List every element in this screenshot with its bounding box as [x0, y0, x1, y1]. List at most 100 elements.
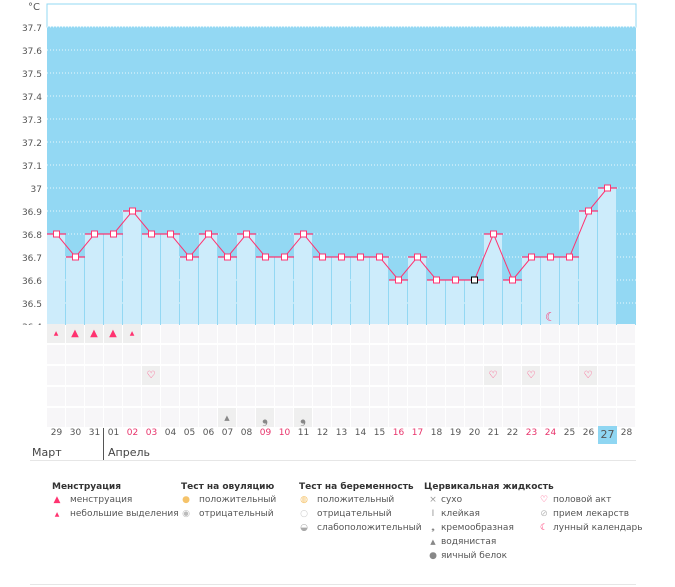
calendar-cell[interactable] [503, 387, 521, 406]
calendar-cell[interactable] [579, 408, 597, 427]
calendar-cell[interactable] [522, 408, 540, 427]
calendar-cell[interactable] [541, 345, 559, 364]
calendar-cell[interactable] [237, 345, 255, 364]
calendar-cell[interactable] [484, 345, 502, 364]
calendar-cell[interactable] [370, 345, 388, 364]
calendar-cell[interactable] [370, 387, 388, 406]
calendar-cell[interactable] [427, 366, 445, 385]
date-cell[interactable]: 19 [449, 428, 462, 438]
date-cell[interactable]: 25 [563, 428, 576, 438]
date-cell[interactable]: 07 [221, 428, 234, 438]
calendar-cell[interactable]: ▲ [85, 324, 103, 343]
date-cell[interactable]: 02 [126, 428, 139, 438]
calendar-cell[interactable] [161, 408, 179, 427]
calendar-cell[interactable] [560, 345, 578, 364]
calendar-cell[interactable] [408, 345, 426, 364]
calendar-cell[interactable] [351, 387, 369, 406]
calendar-cell[interactable] [541, 387, 559, 406]
calendar-cell[interactable] [275, 345, 293, 364]
calendar-cell[interactable] [199, 387, 217, 406]
calendar-cell[interactable] [351, 408, 369, 427]
calendar-cell[interactable] [617, 324, 635, 343]
date-cell[interactable]: 21 [487, 428, 500, 438]
calendar-cell[interactable] [256, 387, 274, 406]
calendar-cell[interactable] [503, 345, 521, 364]
calendar-cell[interactable] [370, 324, 388, 343]
calendar-cell[interactable] [541, 366, 559, 385]
calendar-cell[interactable]: ♡ [579, 366, 597, 385]
calendar-cell[interactable] [522, 324, 540, 343]
calendar-cell[interactable] [427, 345, 445, 364]
calendar-cell[interactable]: ▲ [123, 324, 141, 343]
calendar-cell[interactable] [256, 324, 274, 343]
calendar-cell[interactable] [237, 366, 255, 385]
calendar-cell[interactable] [446, 366, 464, 385]
calendar-cell[interactable] [427, 324, 445, 343]
calendar-cell[interactable] [560, 324, 578, 343]
calendar-cell[interactable] [85, 345, 103, 364]
date-cell[interactable]: 12 [316, 428, 329, 438]
calendar-cell[interactable] [104, 345, 122, 364]
calendar-cell[interactable]: ▲ [104, 324, 122, 343]
calendar-cell[interactable] [275, 324, 293, 343]
calendar-cell[interactable] [598, 324, 616, 343]
calendar-cell[interactable] [465, 345, 483, 364]
calendar-cell[interactable] [180, 345, 198, 364]
date-cell[interactable]: 13 [335, 428, 348, 438]
calendar-cell[interactable] [484, 408, 502, 427]
calendar-cell[interactable] [617, 387, 635, 406]
calendar-cell[interactable] [389, 387, 407, 406]
calendar-cell[interactable] [161, 345, 179, 364]
calendar-cell[interactable]: ♡ [484, 366, 502, 385]
calendar-cell[interactable] [579, 345, 597, 364]
calendar-cell[interactable] [617, 366, 635, 385]
calendar-cell[interactable] [408, 387, 426, 406]
calendar-cell[interactable] [332, 408, 350, 427]
calendar-cell[interactable] [560, 366, 578, 385]
date-cell[interactable]: 14 [354, 428, 367, 438]
calendar-cell[interactable] [370, 366, 388, 385]
calendar-cell[interactable] [598, 345, 616, 364]
calendar-cell[interactable] [332, 366, 350, 385]
calendar-cell[interactable] [370, 408, 388, 427]
date-cell[interactable]: 17 [411, 428, 424, 438]
calendar-cell[interactable] [465, 324, 483, 343]
calendar-cell[interactable] [522, 345, 540, 364]
calendar-cell[interactable] [541, 408, 559, 427]
calendar-cell[interactable]: ♡ [522, 366, 540, 385]
calendar-cell[interactable] [275, 387, 293, 406]
date-cell[interactable]: 08 [240, 428, 253, 438]
calendar-cell[interactable] [123, 387, 141, 406]
calendar-cell[interactable] [465, 387, 483, 406]
calendar-cell[interactable] [408, 324, 426, 343]
date-cell[interactable]: 23 [525, 428, 538, 438]
calendar-cell[interactable] [598, 387, 616, 406]
calendar-cell[interactable] [351, 324, 369, 343]
calendar-cell[interactable] [123, 345, 141, 364]
date-cell[interactable]: 04 [164, 428, 177, 438]
calendar-cell[interactable] [484, 324, 502, 343]
calendar-cell[interactable] [85, 366, 103, 385]
calendar-cell[interactable] [218, 324, 236, 343]
calendar-cell[interactable] [237, 387, 255, 406]
calendar-cell[interactable] [218, 345, 236, 364]
date-cell[interactable]: 06 [202, 428, 215, 438]
calendar-cell[interactable] [85, 387, 103, 406]
calendar-cell[interactable] [104, 366, 122, 385]
calendar-cell[interactable] [313, 366, 331, 385]
calendar-cell[interactable] [598, 408, 616, 427]
calendar-cell[interactable] [275, 366, 293, 385]
calendar-cell[interactable] [142, 408, 160, 427]
calendar-cell[interactable] [180, 324, 198, 343]
calendar-cell[interactable] [180, 408, 198, 427]
calendar-cell[interactable] [104, 387, 122, 406]
calendar-cell[interactable] [408, 366, 426, 385]
calendar-cell[interactable] [598, 366, 616, 385]
calendar-cell[interactable] [161, 324, 179, 343]
date-cell[interactable]: 09 [259, 428, 272, 438]
date-cell[interactable]: 27 [598, 426, 617, 444]
calendar-cell[interactable] [199, 324, 217, 343]
calendar-cell[interactable] [313, 387, 331, 406]
calendar-cell[interactable] [332, 387, 350, 406]
calendar-cell[interactable] [47, 345, 65, 364]
